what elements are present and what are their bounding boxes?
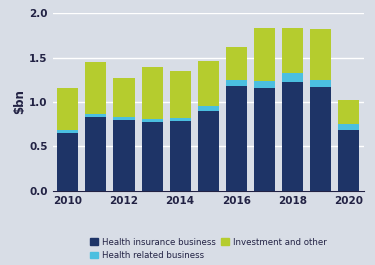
- Y-axis label: $bn: $bn: [13, 90, 26, 114]
- Bar: [141, 67, 162, 119]
- Bar: [86, 117, 106, 191]
- Bar: [282, 73, 303, 82]
- Bar: [141, 119, 162, 122]
- Bar: [254, 88, 275, 191]
- Bar: [226, 86, 247, 191]
- Bar: [57, 133, 78, 191]
- Bar: [282, 28, 303, 73]
- Bar: [198, 111, 219, 191]
- Bar: [141, 122, 162, 191]
- Bar: [310, 87, 331, 191]
- Bar: [198, 61, 219, 107]
- Bar: [86, 114, 106, 117]
- Bar: [86, 62, 106, 114]
- Bar: [254, 81, 275, 88]
- Bar: [310, 29, 331, 80]
- Bar: [114, 120, 135, 191]
- Bar: [254, 28, 275, 81]
- Bar: [282, 82, 303, 191]
- Bar: [57, 130, 78, 133]
- Bar: [198, 107, 219, 111]
- Bar: [114, 78, 135, 117]
- Bar: [338, 130, 359, 191]
- Bar: [170, 118, 190, 121]
- Bar: [338, 100, 359, 124]
- Bar: [338, 124, 359, 130]
- Legend: Health insurance business, Health related business, Investment and other: Health insurance business, Health relate…: [86, 234, 330, 263]
- Bar: [170, 71, 190, 118]
- Bar: [226, 47, 247, 80]
- Bar: [170, 121, 190, 191]
- Bar: [310, 80, 331, 87]
- Bar: [114, 117, 135, 120]
- Bar: [226, 80, 247, 86]
- Bar: [57, 88, 78, 130]
